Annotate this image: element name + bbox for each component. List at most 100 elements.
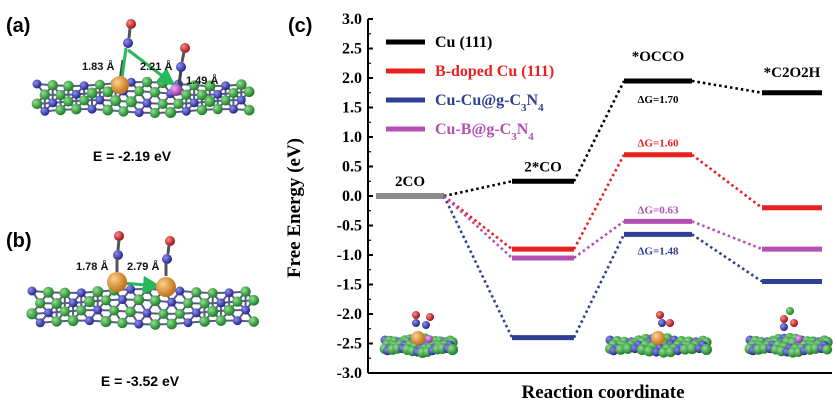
carbon-atom bbox=[686, 343, 698, 355]
nitrogen-atom bbox=[87, 104, 97, 114]
connector-line bbox=[443, 195, 513, 259]
nitrogen-atom bbox=[117, 295, 127, 305]
state-label: *OCCO bbox=[632, 49, 685, 65]
g-c3n4-sheet-a bbox=[31, 76, 255, 119]
panel-c-label: (c) bbox=[288, 15, 312, 37]
nitrogen-atom bbox=[221, 81, 231, 91]
carbon-atom bbox=[196, 89, 208, 101]
nitrogen-atom bbox=[191, 308, 201, 318]
carbon-atom bbox=[39, 89, 51, 100]
copper-atom bbox=[651, 331, 665, 345]
distance-label: 1.83 Å bbox=[82, 60, 114, 73]
state-label: 2*CO bbox=[524, 159, 562, 175]
nitrogen-atom bbox=[85, 316, 94, 326]
y-tick-label: 1.5 bbox=[342, 100, 362, 117]
nitrogen-atom bbox=[236, 95, 246, 105]
connector-line bbox=[691, 233, 763, 283]
connector-line bbox=[572, 80, 626, 182]
nitrogen-atom bbox=[35, 318, 45, 328]
y-tick-label: 2.0 bbox=[342, 70, 362, 87]
nitrogen-atom bbox=[142, 308, 152, 318]
oxygen-atom bbox=[426, 313, 434, 321]
oxygen-atom bbox=[780, 315, 788, 323]
y-tick-label: 0.0 bbox=[342, 188, 362, 205]
carbon-atom bbox=[174, 308, 185, 319]
y-tick-label: 0.5 bbox=[342, 159, 362, 176]
connector-line bbox=[691, 153, 763, 209]
carbon-atom bbox=[70, 103, 82, 115]
y-tick-label: -3.0 bbox=[337, 365, 362, 382]
nitrogen-atom bbox=[241, 305, 251, 315]
carbon-atom bbox=[35, 298, 46, 309]
carbon-atom bbox=[207, 287, 218, 299]
carbon-atom bbox=[157, 98, 168, 110]
carbon-atom bbox=[149, 295, 161, 307]
nitrogen-atom bbox=[32, 79, 42, 89]
state-label: *C2O2H bbox=[764, 65, 821, 81]
carbon-atom bbox=[118, 106, 129, 117]
structure-a: 1.83 Å 2.21 Å 1.49 Å bbox=[31, 19, 255, 119]
y-tick-label: 3.0 bbox=[342, 11, 362, 28]
carbon-atom bbox=[55, 104, 66, 116]
nitrogen-atom bbox=[167, 297, 177, 307]
g-c3n4-sheet-b bbox=[26, 283, 260, 330]
carbon-atom bbox=[232, 296, 243, 307]
nitrogen-atom bbox=[232, 316, 242, 326]
carbon-atom bbox=[158, 308, 169, 319]
carbon-atom bbox=[102, 86, 114, 98]
nitrogen-atom bbox=[134, 319, 144, 329]
carbon-atom bbox=[117, 317, 128, 329]
carbon-atom bbox=[228, 87, 239, 99]
nitrogen-atom bbox=[134, 108, 144, 118]
carbon-atom bbox=[109, 305, 120, 316]
structure-b: 1.78 Å 2.79 Å bbox=[26, 231, 260, 330]
connector-line bbox=[691, 220, 763, 251]
carbon-atom bbox=[31, 98, 43, 110]
nitrogen-atom bbox=[175, 286, 185, 296]
panel-c: (c) 3.0 2.5 2.0 1.5 1.0 0.5 0.0 -0.5 -1.0 -1.5 -2.… bbox=[284, 11, 833, 403]
carbon-atom bbox=[212, 103, 223, 115]
nitrogen-atom bbox=[27, 286, 37, 296]
nitrogen-atom bbox=[126, 284, 136, 294]
panel-b: (b) 1.78 Å 2.79 Å E = -3.52 eV bbox=[6, 230, 260, 389]
panel-b-label: (b) bbox=[6, 230, 32, 252]
carbon-atom bbox=[183, 298, 194, 309]
nitrogen-atom bbox=[95, 95, 105, 105]
boron-atom bbox=[170, 84, 182, 96]
oxygen-atom bbox=[656, 311, 664, 319]
state-label-2co: 2CO bbox=[395, 174, 425, 190]
chart-legend: Cu (111) B-doped Cu (111) Cu-Cu@g-C3N4 Cu-B… bbox=[386, 34, 554, 143]
carbon-atom bbox=[100, 316, 112, 328]
distance-label: 1.78 Å bbox=[76, 260, 108, 273]
inset-structure-occo bbox=[604, 311, 712, 358]
carbon-atom bbox=[47, 79, 59, 91]
nitrogen-atom bbox=[79, 81, 89, 91]
chart-plot: 2CO 2*CO *OCCO *C2O2H ΔG=1.70 ΔG=1.60 ΔG=0.63 Δ… bbox=[376, 49, 822, 341]
nitrogen-atom bbox=[189, 98, 199, 108]
copper-atom bbox=[107, 272, 127, 292]
connector-line bbox=[691, 79, 763, 95]
connector-line bbox=[572, 233, 626, 339]
connector-line bbox=[443, 179, 513, 198]
boron-atom bbox=[795, 335, 803, 343]
panel-a: (a) 1.83 Å 2.21 Å 1.49 Å E = -2.19 eV bbox=[6, 15, 255, 164]
inset-structures bbox=[379, 307, 833, 358]
nitrogen-atom bbox=[658, 319, 666, 327]
nitrogen-atom bbox=[780, 323, 788, 331]
carbon-atom bbox=[199, 316, 210, 327]
carbon-atom bbox=[204, 95, 216, 108]
carbon-atom bbox=[42, 286, 54, 298]
carbon-atom bbox=[110, 95, 122, 107]
carbon-atom bbox=[59, 306, 70, 317]
nitrogen-atom bbox=[651, 347, 661, 357]
distance-label: 1.49 Å bbox=[186, 74, 218, 87]
carbon-atom bbox=[181, 89, 192, 100]
carbon-atom bbox=[243, 104, 255, 116]
nitrogen-atom bbox=[422, 321, 430, 329]
carbon-atom bbox=[173, 98, 184, 110]
carbon-atom bbox=[204, 80, 216, 92]
y-tick-label: -1.0 bbox=[337, 247, 362, 264]
carbon-atom bbox=[79, 95, 90, 106]
carbon-atom bbox=[248, 316, 260, 327]
carbon-atom bbox=[83, 296, 96, 308]
